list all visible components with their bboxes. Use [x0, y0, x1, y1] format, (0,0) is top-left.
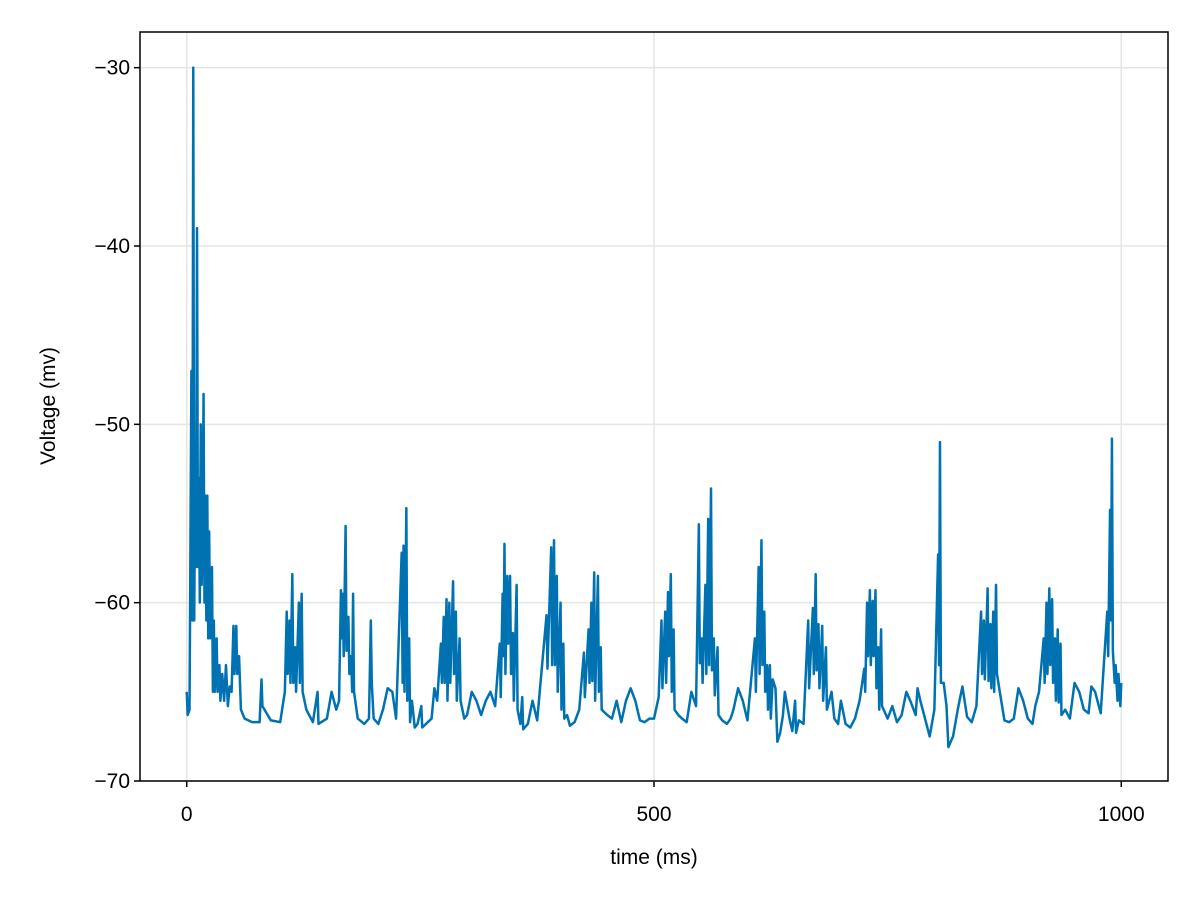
- y-tick-label: −60: [94, 592, 130, 615]
- data-line: [185, 66, 1123, 749]
- x-tick-label: 1000: [1098, 803, 1145, 826]
- y-tick-label: −30: [94, 57, 130, 80]
- y-tick-label: −50: [94, 413, 130, 436]
- x-axis-title: time (ms): [610, 846, 698, 869]
- x-tick-label: 500: [636, 803, 671, 826]
- plot-frame: [139, 31, 1169, 782]
- y-tick-label: −70: [94, 770, 130, 793]
- y-axis-title: Voltage (mv): [37, 347, 60, 465]
- x-tick-label: 0: [181, 803, 193, 826]
- y-tick-label: −40: [94, 235, 130, 258]
